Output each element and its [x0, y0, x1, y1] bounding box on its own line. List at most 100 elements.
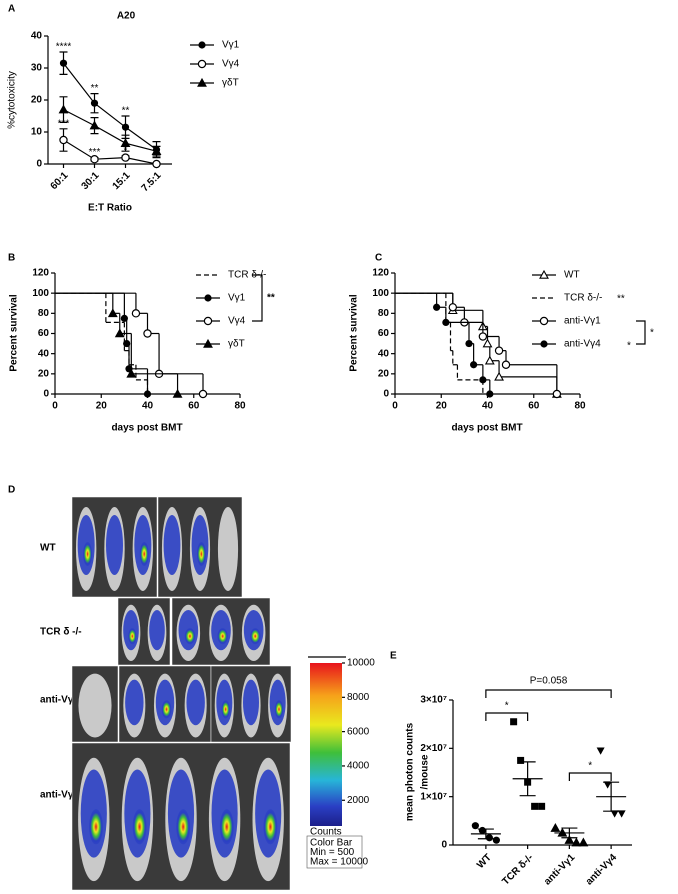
x-tick-label: 20 [436, 401, 448, 412]
chart-title: A20 [117, 11, 136, 22]
series-line [63, 62, 157, 151]
marker [564, 835, 575, 844]
panel-label: A [8, 4, 15, 15]
legend-label: anti-Vγ4 [564, 339, 601, 350]
y-tick-label: 60 [378, 328, 390, 339]
legend-label: γδT [222, 78, 239, 89]
signal-hotspot [221, 700, 230, 719]
y-tick-label: 120 [32, 268, 49, 279]
marker [603, 781, 612, 789]
marker [596, 747, 605, 755]
signal-area [186, 679, 205, 726]
significance-label: **** [56, 42, 72, 53]
significance-label: * [627, 341, 631, 352]
significance-label: ** [267, 293, 275, 304]
panel-label: C [375, 253, 382, 264]
marker [610, 810, 619, 818]
x-tick-label: 15:1 [111, 170, 133, 192]
marker [501, 360, 511, 369]
y-tick-label: 120 [372, 268, 389, 279]
marker [540, 340, 548, 348]
marker [197, 77, 207, 87]
significance-label: * [505, 701, 509, 712]
y-tick-label: 1×10⁷ [420, 791, 447, 802]
marker [517, 756, 525, 764]
colorbar-tick-label: 8000 [347, 692, 370, 703]
marker [492, 836, 500, 844]
legend-label: Vγ1 [222, 40, 240, 51]
significance-label: ** [122, 106, 130, 117]
marker [539, 269, 549, 279]
signal-hotspot [250, 628, 261, 645]
marker [484, 355, 495, 365]
sem-bar [519, 761, 536, 797]
y-axis-label: Percent survival [349, 294, 360, 371]
y-tick-label: 80 [38, 308, 50, 319]
marker [485, 834, 493, 842]
y-tick-label: 10 [31, 127, 43, 138]
marker [131, 309, 141, 318]
significance-label: * [650, 328, 654, 339]
marker [152, 159, 161, 169]
marker [89, 120, 100, 130]
significance-bracket [485, 712, 529, 721]
marker [538, 802, 546, 810]
x-tick-label: 60 [188, 401, 200, 412]
y-tick-label: 20 [31, 95, 43, 106]
x-tick-label: 60:1 [49, 170, 71, 192]
y-tick-label: 3×10⁷ [420, 695, 447, 706]
legend-label: Vγ4 [222, 59, 240, 70]
y-tick-label: 60 [38, 328, 50, 339]
y-tick-label: 0 [383, 389, 389, 400]
y-axis-label: %cytotoxicity [7, 71, 18, 129]
marker [539, 316, 549, 326]
x-tick-label: anti-Vγ1 [542, 852, 578, 888]
marker [552, 389, 562, 399]
significance-label: *** [89, 147, 101, 158]
significance-bracket [485, 689, 612, 698]
legend-label: Vγ1 [228, 293, 246, 304]
row-label: TCR δ -/- [40, 627, 82, 638]
y-tick-label: 20 [378, 368, 390, 379]
marker [172, 388, 183, 398]
marker [203, 338, 213, 348]
x-tick-label: TCR δ-/- [500, 852, 535, 887]
colorbar-info-box [306, 835, 363, 869]
significance-bracket [636, 320, 646, 345]
signal-area [149, 610, 165, 651]
colorbar [310, 663, 342, 826]
y-tick-label: 80 [378, 308, 390, 319]
y-tick-label: 2×10⁷ [420, 743, 447, 754]
signal-area [106, 515, 123, 575]
x-tick-label: 30:1 [80, 170, 102, 192]
marker [121, 153, 130, 162]
significance-label: * [588, 761, 592, 772]
marker [121, 123, 130, 131]
marker [478, 332, 488, 341]
signal-area [243, 679, 259, 726]
x-tick-label: 80 [574, 401, 586, 412]
y-tick-label: 100 [32, 288, 49, 299]
signal-hotspot [128, 628, 137, 645]
marker [120, 314, 128, 322]
marker [486, 390, 494, 398]
y-tick-label: 0 [43, 389, 49, 400]
x-axis-label: days post BMT [451, 423, 522, 434]
y-tick-label: 100 [372, 288, 389, 299]
x-tick-label: 20 [96, 401, 108, 412]
marker [198, 41, 206, 49]
signal-area [163, 515, 181, 575]
x-tick-label: 7.5:1 [140, 170, 164, 194]
marker [114, 328, 125, 338]
significance-bracket [252, 274, 263, 322]
x-axis-label: E:T Ratio [88, 203, 132, 214]
x-tick-label: anti-Vγ4 [584, 852, 620, 888]
signal-hotspot [83, 542, 93, 566]
signal-hotspot [263, 809, 278, 845]
legend-label: Vγ4 [228, 316, 246, 327]
x-tick-label: 40 [142, 401, 154, 412]
marker [478, 826, 486, 835]
signal-hotspot [184, 628, 196, 645]
sem-bar [561, 827, 578, 839]
